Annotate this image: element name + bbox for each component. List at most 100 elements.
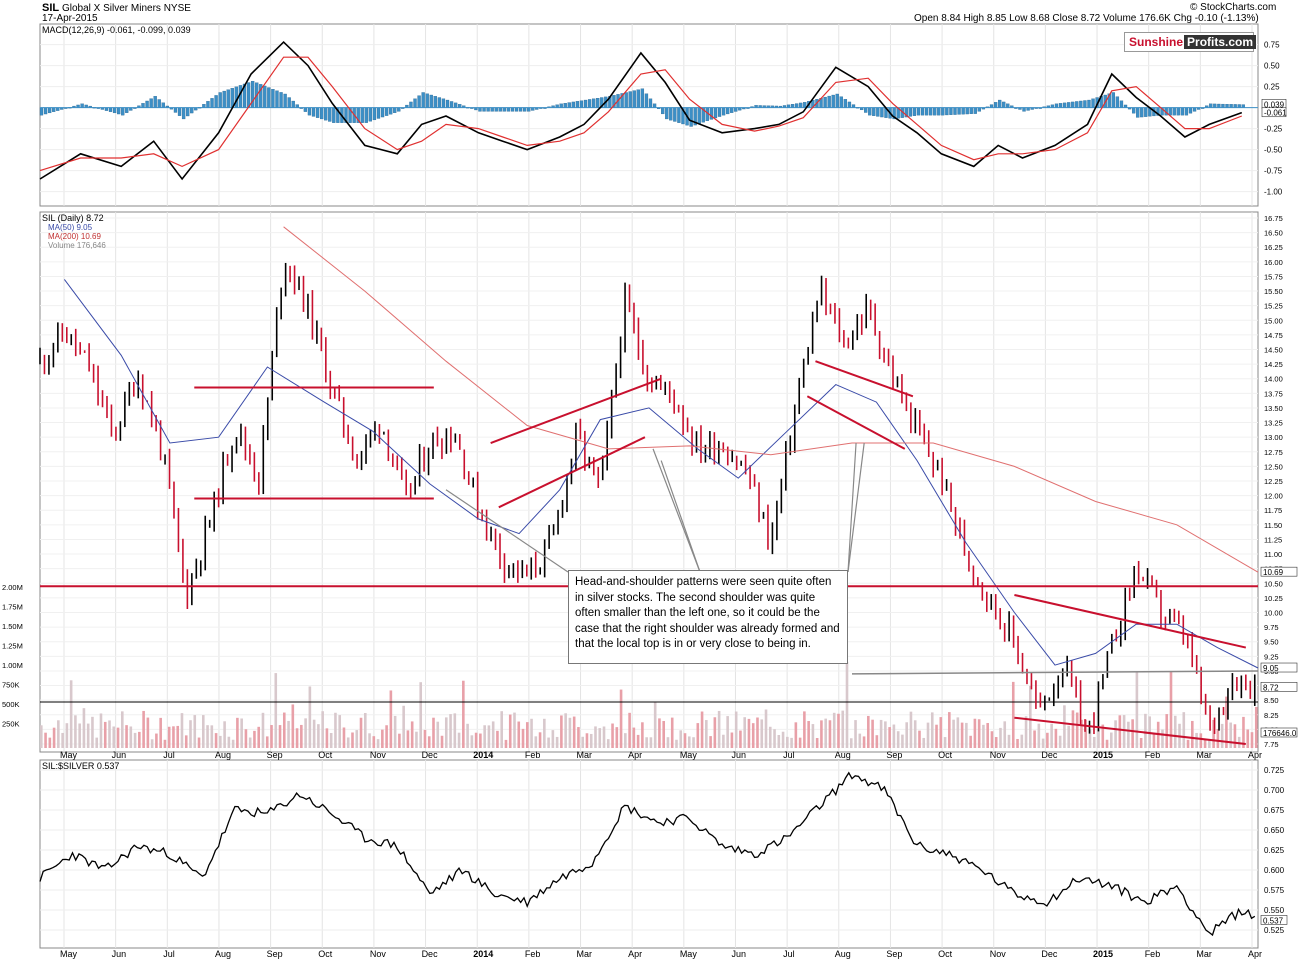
volume-bar (521, 728, 525, 748)
volume-bar (44, 732, 47, 748)
volume-bar (896, 731, 900, 748)
month-tick-label: May (680, 750, 698, 760)
macd-histogram-bar (360, 107, 364, 123)
volume-bar (909, 711, 913, 748)
volume-bar (1165, 714, 1169, 748)
volume-bar (913, 720, 917, 748)
macd-histogram-bar (937, 107, 941, 116)
price-tick-label: 14.00 (1264, 375, 1283, 384)
volume-bar (513, 712, 516, 748)
macd-histogram-bar (665, 107, 669, 120)
volume-bar (756, 717, 759, 748)
ratio-legend: SIL:$SILVER 0.537 (42, 761, 119, 771)
price-tick-label: 15.00 (1264, 316, 1283, 325)
volume-bar (713, 717, 717, 748)
month-tick-label: Apr (628, 949, 642, 959)
price-tick-label: 10.50 (1264, 579, 1283, 588)
volume-bar (78, 723, 81, 748)
macd-histogram-bar (214, 95, 218, 108)
volume-bar (555, 736, 559, 748)
macd-histogram-bar (1136, 107, 1140, 118)
macd-histogram-bar (1176, 107, 1180, 116)
volume-bar (990, 731, 994, 748)
volume-bar (751, 723, 755, 748)
ratio-tick-label: 0.575 (1264, 886, 1285, 895)
macd-histogram-bar (1002, 101, 1006, 108)
volume-bar (888, 727, 891, 748)
volume-bar (679, 730, 683, 748)
volume-bar (214, 733, 218, 748)
volume-bar (1007, 734, 1011, 748)
volume-bar (973, 718, 977, 748)
volume-bar (406, 730, 410, 748)
macd-histogram-bar (587, 99, 592, 108)
volume-bar (1139, 737, 1143, 748)
volume-bar (786, 736, 789, 748)
month-tick-label: Sep (267, 750, 283, 760)
volume-bar (841, 710, 845, 748)
macd-histogram-bar (222, 90, 226, 108)
volume-bar (734, 711, 738, 748)
macd-histogram-bar (311, 107, 316, 117)
month-tick-label: Aug (215, 949, 231, 959)
macd-histogram-bar (965, 107, 969, 115)
volume-bar (948, 712, 951, 748)
macd-histogram-bar (1131, 107, 1136, 114)
volume-bar (867, 715, 870, 748)
volume-bar (142, 710, 145, 748)
volume-bar (261, 712, 265, 748)
month-tick-label: Jun (112, 750, 127, 760)
volume-bar (274, 673, 278, 748)
volume-bar (926, 722, 930, 748)
volume-bar (150, 739, 154, 748)
volume-bar (355, 730, 359, 748)
volume-bar (849, 738, 853, 748)
volume-bar (517, 721, 521, 748)
volume-bar (747, 718, 751, 748)
macd-histogram-bar (149, 98, 153, 108)
month-tick-label: 2014 (473, 949, 493, 959)
macd-histogram-bar (368, 107, 373, 122)
volume-bar (1122, 715, 1126, 748)
volume-bar (722, 734, 725, 748)
volume-bar (389, 690, 393, 748)
macd-histogram-bar (80, 103, 84, 108)
volume-bar (1254, 706, 1258, 748)
macd-tick-label: 0.50 (1264, 62, 1280, 71)
volume-bar (1011, 681, 1015, 748)
macd-histogram-bar (632, 90, 636, 108)
volume-bar (743, 717, 746, 748)
volume-bar (982, 724, 985, 748)
macd-histogram-bar (823, 96, 827, 108)
month-tick-label: Sep (267, 949, 283, 959)
macd-histogram-bar (790, 104, 795, 108)
channel-trendline (490, 377, 662, 444)
month-tick-label: Nov (990, 750, 1007, 760)
volume-bar (551, 730, 555, 748)
month-tick-label: May (60, 750, 78, 760)
volume-bar (108, 720, 111, 748)
macd-histogram-bar (380, 107, 385, 118)
month-tick-label: Apr (628, 750, 642, 760)
macd-histogram-bar (567, 102, 571, 108)
volume-bar (619, 689, 623, 748)
volume-bar (645, 737, 648, 748)
macd-histogram-bar (324, 107, 328, 121)
volume-bar (615, 727, 619, 748)
volume-bar (717, 710, 721, 748)
macd-histogram-bar (449, 101, 454, 108)
macd-histogram-bar (291, 100, 295, 108)
volume-bar (244, 729, 248, 748)
price-last-value-box (1260, 682, 1298, 692)
ratio-tick-label: 0.600 (1264, 866, 1285, 875)
volume-bar (363, 712, 367, 748)
volume-bar (253, 730, 256, 748)
volume-bar (167, 726, 171, 748)
volume-bar (892, 724, 896, 748)
macd-histogram-bar (945, 107, 949, 116)
volume-tick-label: 1.75M (2, 603, 23, 612)
callout-pointer (847, 442, 865, 573)
month-tick-label: Feb (525, 750, 541, 760)
macd-histogram-bar (920, 107, 925, 116)
volume-bar (999, 727, 1002, 748)
